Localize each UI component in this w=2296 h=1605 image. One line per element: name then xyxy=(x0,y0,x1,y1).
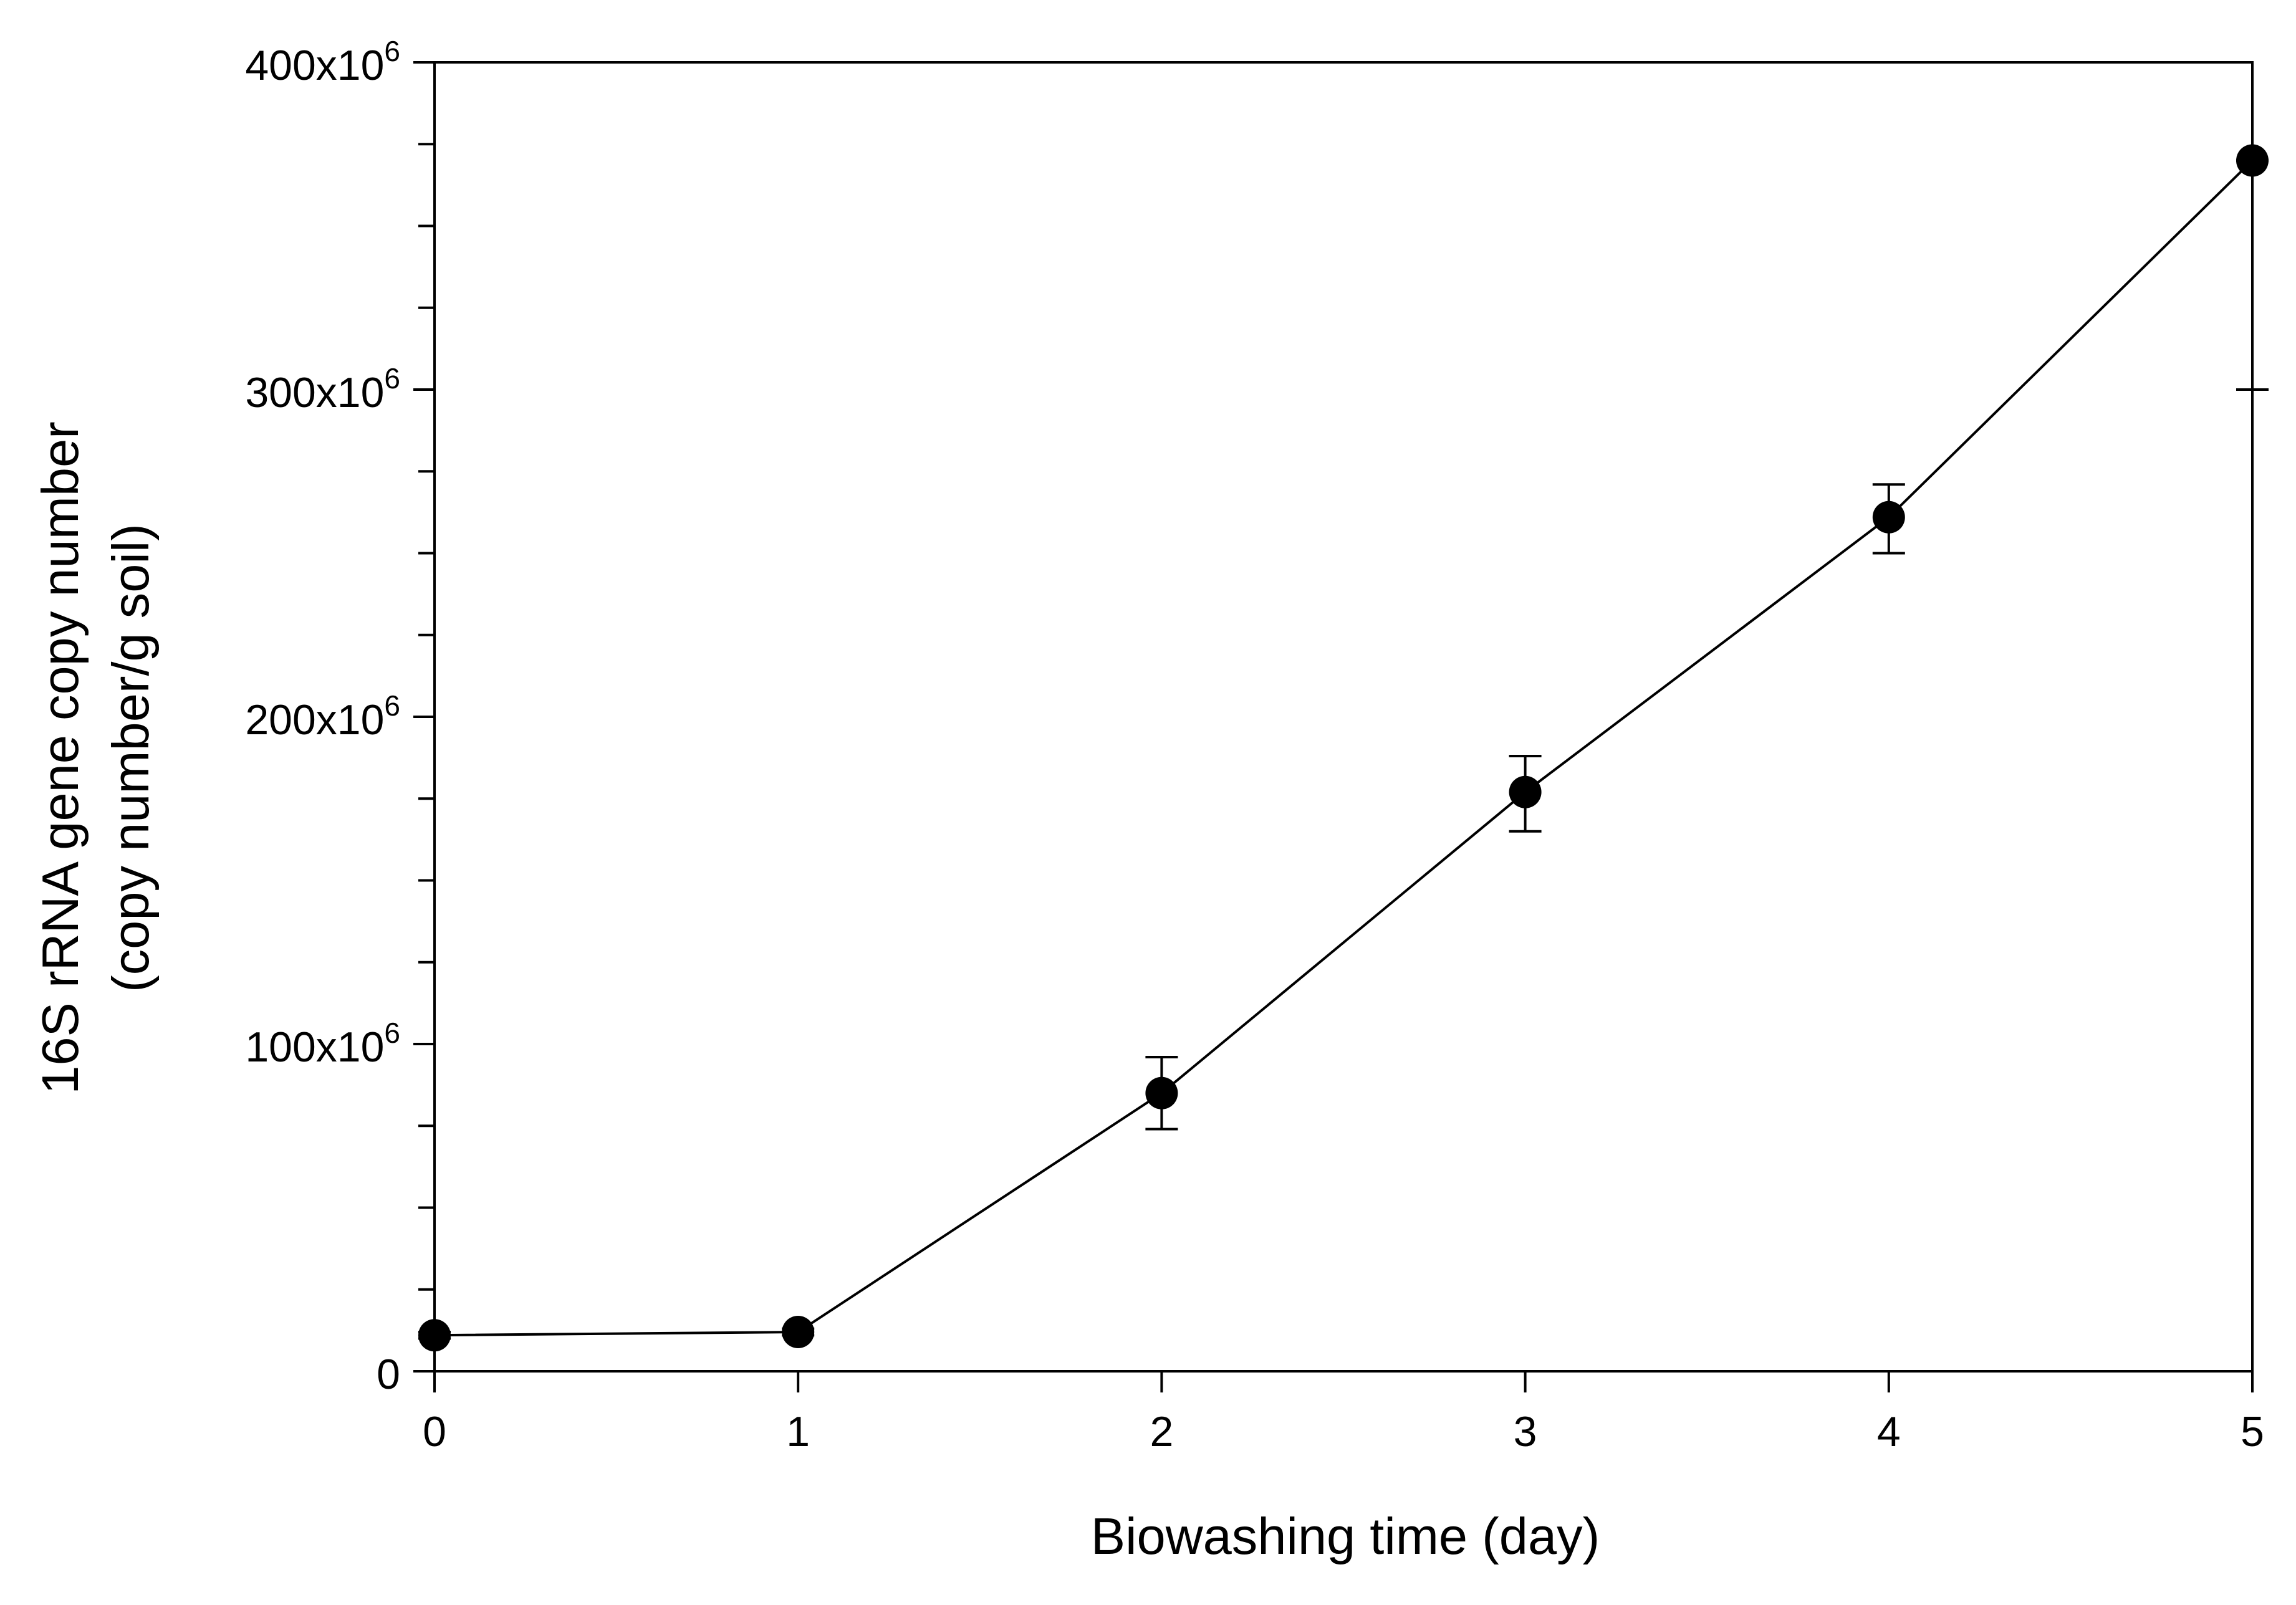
y-tick-label-mantissa: 200x10 xyxy=(245,696,384,744)
data-point xyxy=(1872,501,1905,534)
x-axis-label: Biowashing time (day) xyxy=(1091,1507,1600,1565)
y-tick-label-mantissa: 100x10 xyxy=(245,1023,384,1071)
y-axis-label-line-1: 16S rRNA gene copy number xyxy=(31,421,89,1095)
y-tick-label-exponent: 6 xyxy=(384,1017,400,1049)
x-tick-label: 3 xyxy=(1514,1408,1537,1455)
y-tick-label-mantissa: 0 xyxy=(377,1351,400,1398)
y-tick-label: 100x106 xyxy=(245,1017,400,1071)
y-tick-label-exponent: 6 xyxy=(384,689,400,722)
x-tick-label: 4 xyxy=(1877,1408,1901,1455)
x-tick-label: 5 xyxy=(2241,1408,2264,1455)
data-point xyxy=(782,1316,815,1348)
data-point xyxy=(1145,1076,1178,1109)
y-tick-label: 200x106 xyxy=(245,689,400,744)
y-tick-label: 0 xyxy=(377,1351,400,1398)
y-tick-label: 300x106 xyxy=(245,362,400,416)
y-tick-label-mantissa: 300x10 xyxy=(245,369,384,416)
y-axis-label-line-2: (copy number/g soil) xyxy=(102,524,160,992)
data-point xyxy=(1509,775,1542,808)
y-tick-label-exponent: 6 xyxy=(384,35,400,67)
y-tick-label-exponent: 6 xyxy=(384,362,400,395)
y-tick-label-mantissa: 400x10 xyxy=(245,42,384,89)
data-point xyxy=(418,1319,451,1352)
y-tick-label: 400x106 xyxy=(245,35,400,89)
series-line xyxy=(434,160,2254,1337)
data-point xyxy=(2236,144,2269,177)
x-tick-label: 2 xyxy=(1150,1408,1173,1455)
x-tick-label: 0 xyxy=(423,1408,446,1455)
x-tick-label: 1 xyxy=(786,1408,810,1455)
